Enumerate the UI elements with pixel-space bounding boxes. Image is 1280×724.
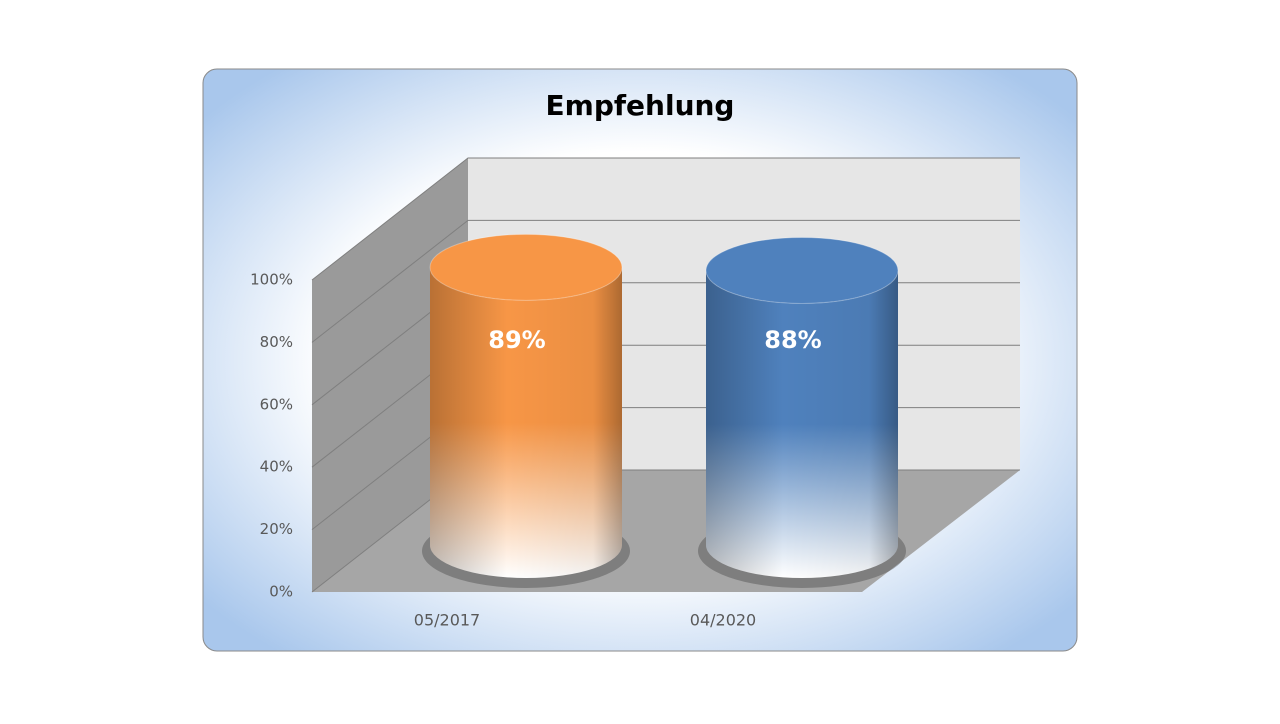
data-label: 89% (488, 326, 545, 354)
y-tick-label: 80% (260, 333, 293, 351)
cylinder-shade (430, 267, 622, 578)
grid-line (311, 157, 1020, 281)
cylinder-top (705, 236, 899, 304)
cylinder-top (429, 233, 623, 301)
cylinder-shade (706, 270, 898, 578)
x-tick-label: 05/2017 (414, 611, 480, 630)
y-tick-label: 100% (250, 271, 293, 289)
y-tick-label: 60% (260, 395, 293, 413)
y-tick-label: 0% (269, 583, 293, 601)
x-tick-label: 04/2020 (690, 611, 756, 630)
left-wall (312, 158, 468, 592)
grid-line (311, 219, 1020, 343)
y-tick-label: 40% (260, 458, 293, 476)
y-tick-label: 20% (260, 520, 293, 538)
chart-title: Empfehlung (546, 89, 735, 122)
data-label: 88% (764, 326, 821, 354)
